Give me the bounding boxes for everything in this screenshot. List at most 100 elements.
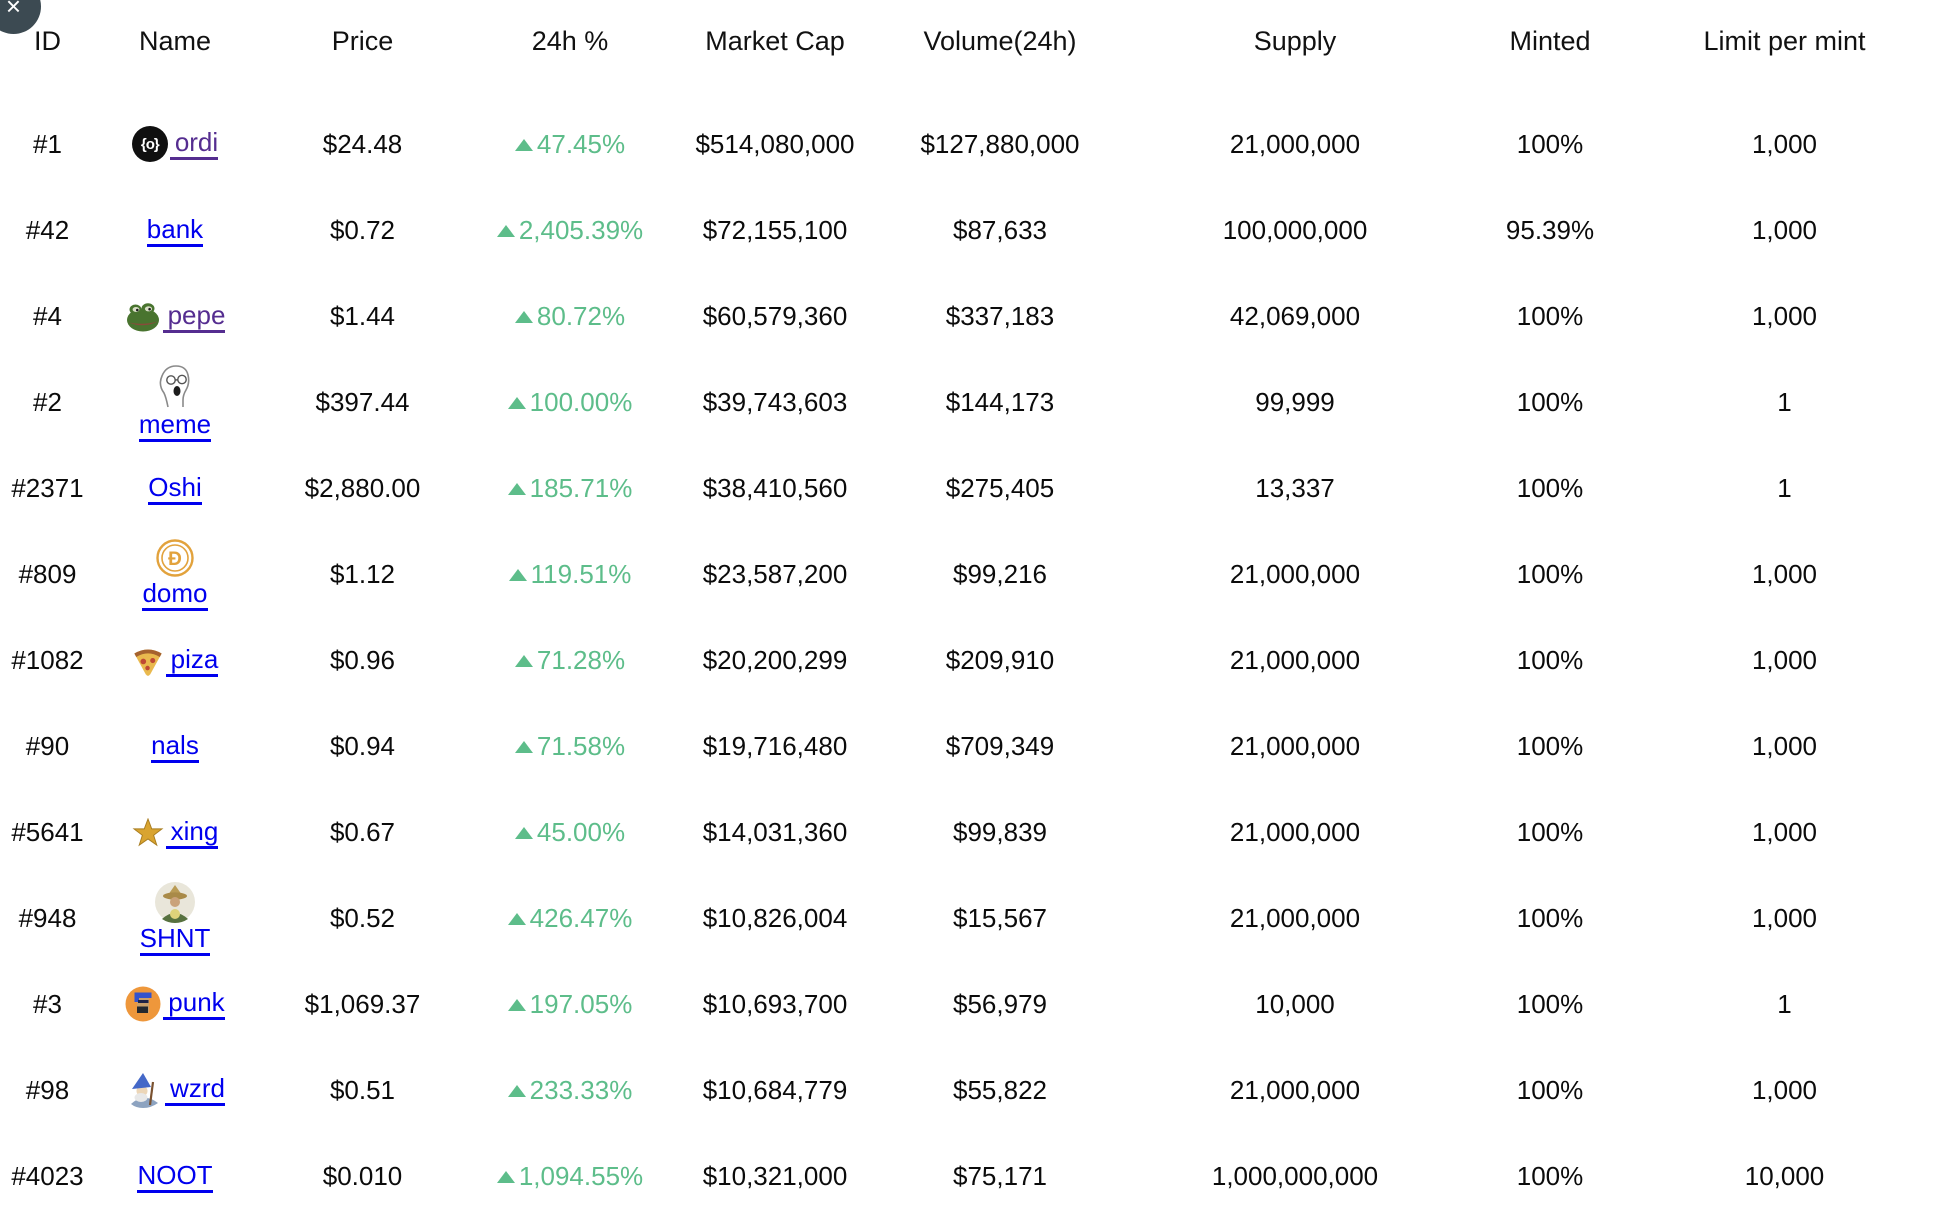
up-arrow-icon xyxy=(509,569,527,581)
token-price: $1.12 xyxy=(255,531,470,617)
token-minted: 100% xyxy=(1470,961,1630,1047)
token-volume: $15,567 xyxy=(880,875,1120,961)
token-change: 233.33% xyxy=(470,1047,670,1133)
token-link[interactable]: wzrd xyxy=(165,1074,225,1106)
token-volume: $127,880,000 xyxy=(880,101,1120,187)
token-change: 71.58% xyxy=(470,703,670,789)
token-link[interactable]: Oshi xyxy=(148,473,201,505)
token-price: $24.48 xyxy=(255,101,470,187)
token-limit: 1,000 xyxy=(1630,789,1939,875)
token-link[interactable]: ordi xyxy=(170,128,218,160)
token-market-cap: $60,579,360 xyxy=(670,273,880,359)
token-supply: 21,000,000 xyxy=(1120,789,1470,875)
token-price: $0.72 xyxy=(255,187,470,273)
token-volume: $337,183 xyxy=(880,273,1120,359)
col-header-minted: Minted xyxy=(1470,0,1630,101)
table-row: #90 nals $0.94 71.58% $19,716,480 $709,3… xyxy=(0,703,1939,789)
token-price: $0.010 xyxy=(255,1133,470,1219)
token-name-wrap: bank xyxy=(147,215,203,247)
token-id: #3 xyxy=(0,961,95,1047)
token-name-cell: Đ domo xyxy=(95,531,255,617)
token-id: #948 xyxy=(0,875,95,961)
token-change: 1,094.55% xyxy=(470,1133,670,1219)
token-market-cap: $14,031,360 xyxy=(670,789,880,875)
token-minted: 100% xyxy=(1470,703,1630,789)
token-icon-slot xyxy=(125,986,161,1022)
token-id: #4023 xyxy=(0,1133,95,1219)
token-limit: 1,000 xyxy=(1630,1047,1939,1133)
col-header-supply: Supply xyxy=(1120,0,1470,101)
token-change: 100.00% xyxy=(470,359,670,445)
token-change-value: 80.72% xyxy=(537,301,625,331)
table-row: #5641 xing $0.67 45.00% $14,031,360 $99,… xyxy=(0,789,1939,875)
token-icon-slot: {o} xyxy=(132,126,168,162)
token-name-cell: SHNT xyxy=(95,875,255,961)
token-link[interactable]: bank xyxy=(147,215,203,247)
ordi-coin-icon: {o} xyxy=(132,126,168,162)
token-link[interactable]: piza xyxy=(166,645,219,677)
token-minted: 100% xyxy=(1470,445,1630,531)
token-name-wrap: xing xyxy=(132,817,219,849)
token-market-cap: $10,684,779 xyxy=(670,1047,880,1133)
table-row: #809 Đ domo $1.12 119.51% $23,587,200 $9… xyxy=(0,531,1939,617)
token-name-cell: piza xyxy=(95,617,255,703)
table-row: #98 wzrd $0.51 233.33% $10,684,779 $55,8… xyxy=(0,1047,1939,1133)
token-link[interactable]: nals xyxy=(151,731,199,763)
token-supply: 21,000,000 xyxy=(1120,1047,1470,1133)
col-header-name: Name xyxy=(95,0,255,101)
token-volume: $55,822 xyxy=(880,1047,1120,1133)
token-link[interactable]: meme xyxy=(139,410,211,442)
up-arrow-icon xyxy=(508,483,526,495)
token-icon-slot xyxy=(132,645,164,677)
token-link[interactable]: domo xyxy=(142,579,207,611)
token-limit: 1 xyxy=(1630,359,1939,445)
token-change-value: 45.00% xyxy=(537,817,625,847)
token-name-cell: punk xyxy=(95,961,255,1047)
token-limit: 1,000 xyxy=(1630,101,1939,187)
table-row: #4023 NOOT $0.010 1,094.55% $10,321,000 … xyxy=(0,1133,1939,1219)
token-change-value: 185.71% xyxy=(530,473,633,503)
token-supply: 1,000,000,000 xyxy=(1120,1133,1470,1219)
token-supply: 21,000,000 xyxy=(1120,531,1470,617)
token-icon-slot xyxy=(132,818,164,848)
token-icon-slot xyxy=(154,881,196,923)
token-limit: 10,000 xyxy=(1630,1133,1939,1219)
token-name-cell: meme xyxy=(95,359,255,445)
token-limit: 1,000 xyxy=(1630,875,1939,961)
token-id: #4 xyxy=(0,273,95,359)
token-market-cap: $20,200,299 xyxy=(670,617,880,703)
token-name-cell: wzrd xyxy=(95,1047,255,1133)
token-supply: 13,337 xyxy=(1120,445,1470,531)
token-link[interactable]: punk xyxy=(163,988,224,1020)
token-minted: 100% xyxy=(1470,1133,1630,1219)
token-id: #1 xyxy=(0,101,95,187)
token-link[interactable]: SHNT xyxy=(140,924,211,956)
token-link[interactable]: NOOT xyxy=(137,1161,212,1193)
token-market-cap: $10,826,004 xyxy=(670,875,880,961)
token-limit: 1 xyxy=(1630,445,1939,531)
token-name-cell: {o} ordi xyxy=(95,101,255,187)
token-link[interactable]: pepe xyxy=(163,301,226,333)
token-market-cap: $23,587,200 xyxy=(670,531,880,617)
token-limit: 1,000 xyxy=(1630,273,1939,359)
token-change-value: 1,094.55% xyxy=(519,1161,643,1191)
token-minted: 100% xyxy=(1470,617,1630,703)
shnt-avatar-icon xyxy=(154,881,196,923)
token-limit: 1,000 xyxy=(1630,617,1939,703)
token-volume: $56,979 xyxy=(880,961,1120,1047)
token-id: #1082 xyxy=(0,617,95,703)
token-icon-slot xyxy=(125,302,161,332)
meme-wojak-icon xyxy=(156,363,194,409)
token-name-wrap: Oshi xyxy=(148,473,201,505)
token-change-value: 119.51% xyxy=(531,559,632,589)
token-supply: 100,000,000 xyxy=(1120,187,1470,273)
token-icon-slot: Đ xyxy=(155,538,195,578)
up-arrow-icon xyxy=(515,827,533,839)
token-minted: 95.39% xyxy=(1470,187,1630,273)
table-row: #1 {o} ordi $24.48 47.45% $514,080,000 $… xyxy=(0,101,1939,187)
close-icon: × xyxy=(6,0,21,22)
token-link[interactable]: xing xyxy=(166,817,219,849)
pepe-frog-icon xyxy=(125,302,161,332)
